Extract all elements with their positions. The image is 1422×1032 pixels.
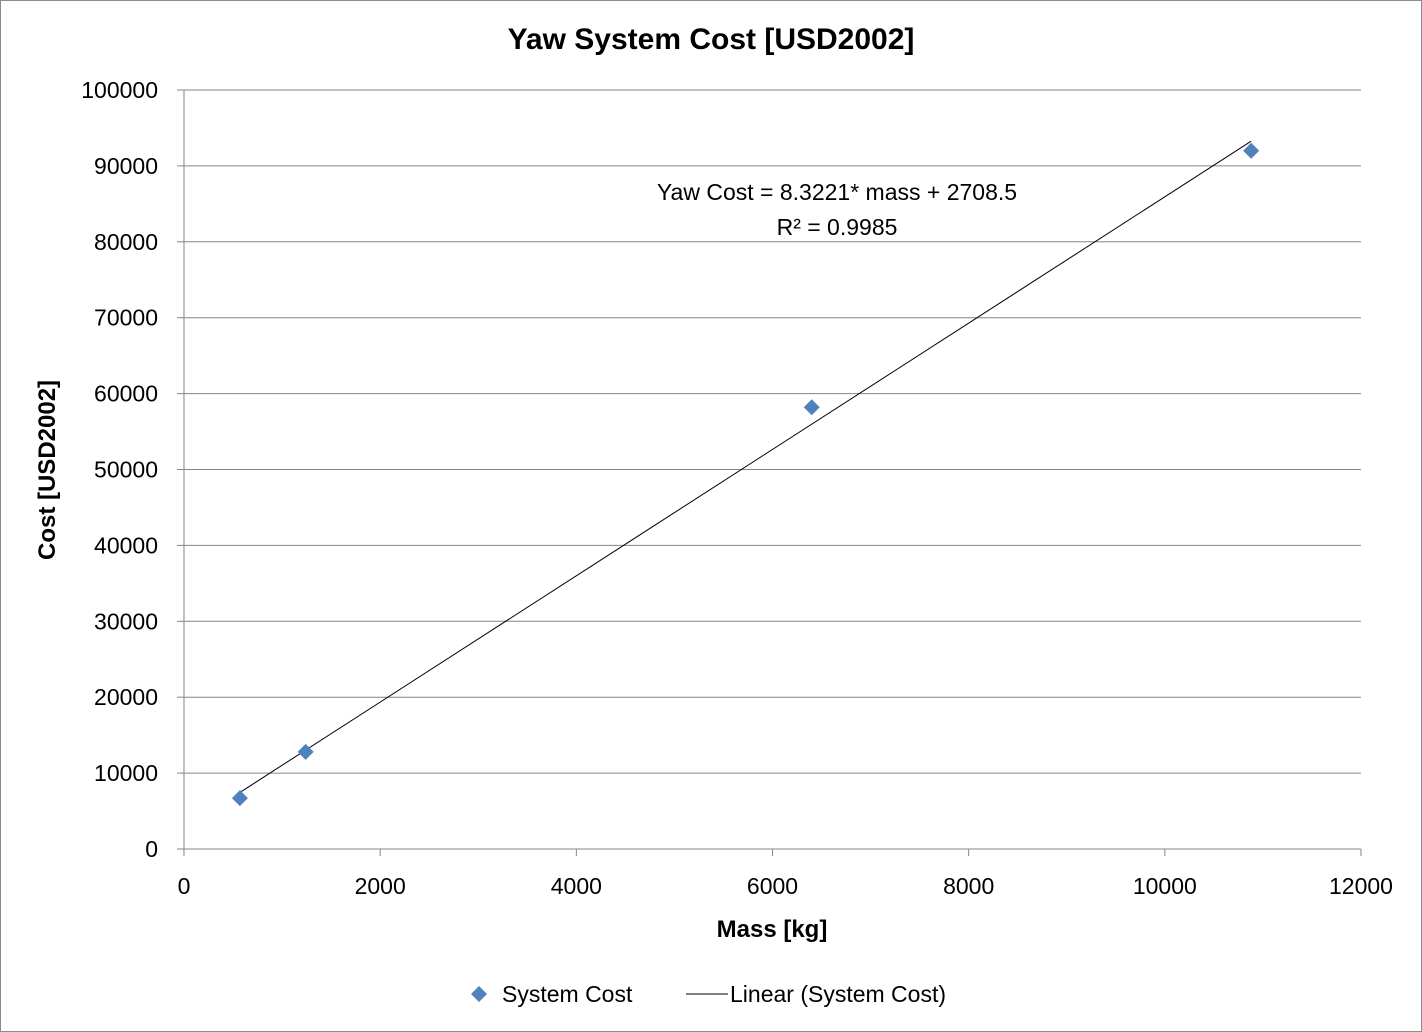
y-tick-label: 80000 <box>94 229 158 255</box>
legend-marker-system-cost <box>471 986 487 1002</box>
x-tick-labels: 0 2000 4000 6000 8000 10000 12000 <box>178 873 1393 899</box>
y-tick-label: 0 <box>145 836 158 862</box>
x-tick-label: 10000 <box>1133 873 1197 899</box>
data-point <box>297 743 314 760</box>
axes <box>177 89 1362 856</box>
x-tick-label: 8000 <box>943 873 994 899</box>
trendline-r-squared: R² = 0.9985 <box>777 214 898 240</box>
data-point <box>231 790 248 807</box>
y-axis-title: Cost [USD2002] <box>34 380 61 560</box>
x-tick-label: 2000 <box>355 873 406 899</box>
y-tick-label: 70000 <box>94 305 158 331</box>
gridlines <box>184 89 1361 774</box>
chart-title: Yaw System Cost [USD2002] <box>508 23 915 56</box>
y-tick-labels: 0 10000 20000 30000 40000 50000 60000 70000 8000… <box>81 77 158 862</box>
y-tick-label: 60000 <box>94 381 158 407</box>
x-tick-label: 4000 <box>551 873 602 899</box>
x-tick-label: 6000 <box>747 873 798 899</box>
y-tick-label: 100000 <box>81 77 158 103</box>
y-tick-label: 90000 <box>94 153 158 179</box>
trendline-equation: Yaw Cost = 8.3221* mass + 2708.5 <box>657 179 1017 205</box>
data-point <box>1243 142 1260 159</box>
legend: System Cost Linear (System Cost) <box>471 981 946 1007</box>
y-tick-label: 40000 <box>94 532 158 558</box>
trendline <box>239 140 1252 793</box>
y-tick-label: 10000 <box>94 760 158 786</box>
x-axis-title: Mass [kg] <box>717 916 828 943</box>
x-tick-label: 12000 <box>1329 873 1393 899</box>
data-points <box>231 142 1260 807</box>
x-tick-label: 0 <box>178 873 191 899</box>
legend-label-system-cost: System Cost <box>502 981 633 1007</box>
data-point <box>803 399 820 416</box>
y-tick-label: 50000 <box>94 457 158 483</box>
y-tick-label: 20000 <box>94 684 158 710</box>
legend-label-trendline: Linear (System Cost) <box>730 981 946 1007</box>
trendline-group <box>239 140 1252 793</box>
y-tick-label: 30000 <box>94 608 158 634</box>
